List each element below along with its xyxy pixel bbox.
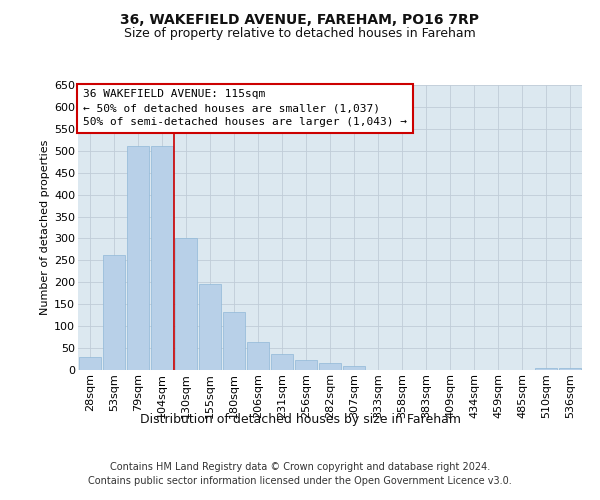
Bar [271,354,293,370]
Bar [319,364,341,370]
Bar [223,312,245,370]
Bar [559,368,581,370]
Text: 36, WAKEFIELD AVENUE, FAREHAM, PO16 7RP: 36, WAKEFIELD AVENUE, FAREHAM, PO16 7RP [121,12,479,26]
Bar [247,342,269,370]
Bar [199,284,221,370]
Bar [343,366,365,370]
Bar [295,360,317,370]
Text: Distribution of detached houses by size in Fareham: Distribution of detached houses by size … [139,412,461,426]
Text: Size of property relative to detached houses in Fareham: Size of property relative to detached ho… [124,28,476,40]
Text: 36 WAKEFIELD AVENUE: 115sqm
← 50% of detached houses are smaller (1,037)
50% of : 36 WAKEFIELD AVENUE: 115sqm ← 50% of det… [83,90,407,128]
Bar [535,368,557,370]
Text: Contains public sector information licensed under the Open Government Licence v3: Contains public sector information licen… [88,476,512,486]
Y-axis label: Number of detached properties: Number of detached properties [40,140,50,315]
Text: Contains HM Land Registry data © Crown copyright and database right 2024.: Contains HM Land Registry data © Crown c… [110,462,490,472]
Bar [103,254,125,370]
Bar [127,146,149,370]
Bar [79,357,101,370]
Bar [175,238,197,370]
Bar [151,146,173,370]
